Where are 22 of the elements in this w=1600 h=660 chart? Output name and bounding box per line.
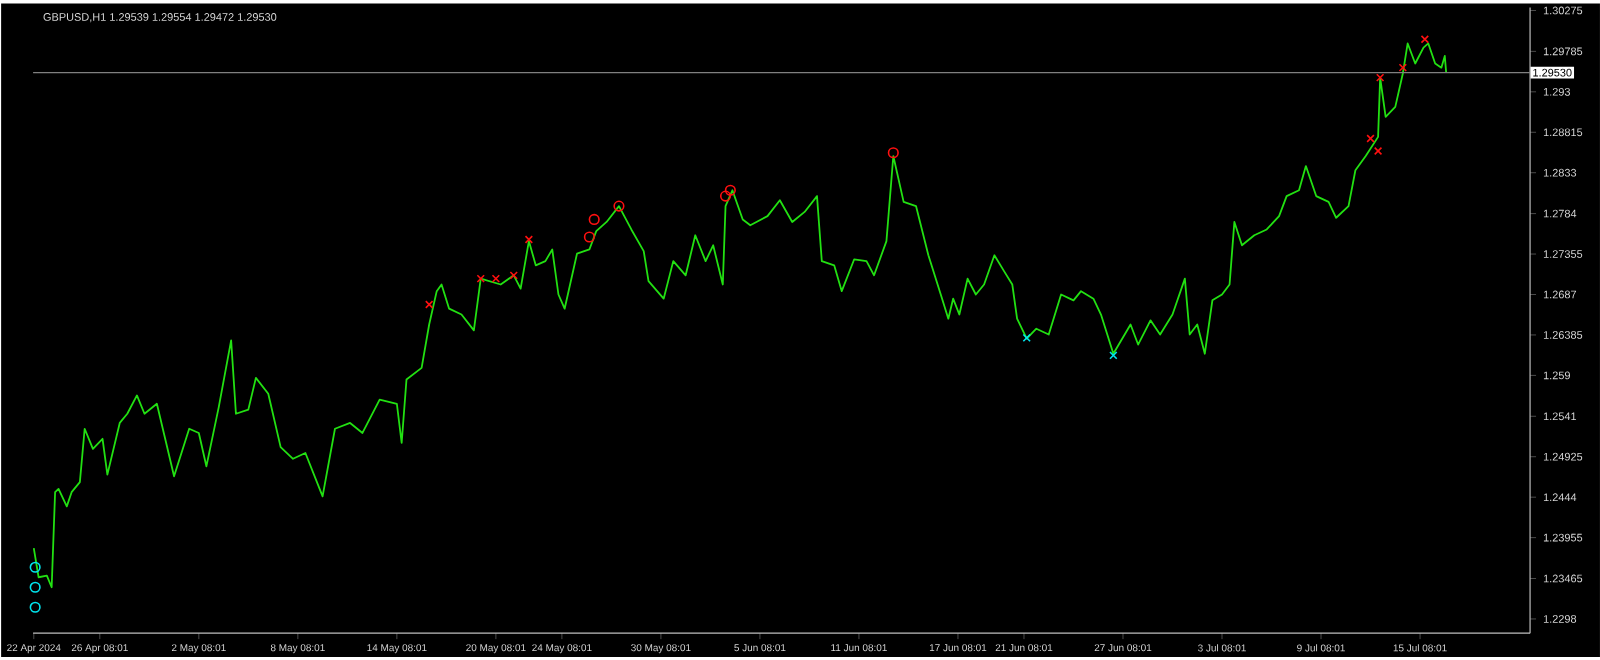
point xyxy=(724,184,736,196)
point xyxy=(1366,134,1375,143)
point xyxy=(1109,351,1118,360)
point xyxy=(29,561,41,573)
point xyxy=(476,274,485,283)
point xyxy=(1022,333,1031,343)
point xyxy=(719,190,732,202)
point xyxy=(1398,63,1408,72)
point xyxy=(491,274,501,283)
point xyxy=(29,601,41,613)
point xyxy=(583,231,595,243)
point xyxy=(1375,73,1385,82)
point xyxy=(425,300,434,309)
point xyxy=(509,271,518,280)
point xyxy=(887,147,899,159)
point xyxy=(29,581,41,593)
point xyxy=(1373,146,1383,156)
line-series xyxy=(32,42,1448,589)
point xyxy=(613,200,625,212)
point xyxy=(1420,35,1430,44)
point xyxy=(588,213,600,226)
point xyxy=(524,235,534,244)
